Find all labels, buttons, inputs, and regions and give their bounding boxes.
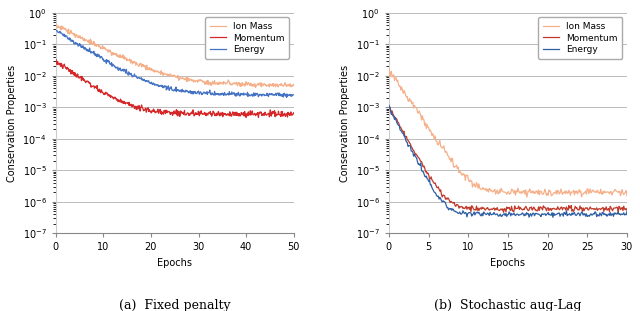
Momentum [290, 111, 298, 115]
Ion Mass [527, 191, 534, 194]
Legend: Ion Mass, Momentum, Energy: Ion Mass, Momentum, Energy [205, 17, 289, 59]
Ion Mass [166, 72, 174, 76]
Energy [181, 90, 189, 94]
Energy [194, 90, 202, 94]
Momentum [166, 113, 174, 116]
Energy [549, 216, 557, 219]
Momentum [602, 207, 609, 211]
Line: Ion Mass: Ion Mass [389, 69, 627, 197]
Momentum [527, 205, 535, 209]
Energy [531, 214, 538, 218]
Ion Mass [386, 74, 394, 78]
Energy [586, 212, 594, 216]
Momentum [614, 211, 622, 215]
Ion Mass [290, 82, 298, 86]
Ion Mass [602, 191, 609, 194]
Line: Energy: Energy [389, 105, 627, 217]
Momentum [386, 105, 394, 109]
Line: Ion Mass: Ion Mass [56, 24, 294, 87]
X-axis label: Epochs: Epochs [157, 258, 192, 268]
Energy [623, 209, 631, 213]
Ion Mass [523, 195, 531, 199]
Momentum [193, 112, 201, 116]
Ion Mass [532, 191, 540, 195]
Momentum [387, 108, 394, 111]
Line: Energy: Energy [56, 30, 294, 97]
Momentum [285, 113, 292, 116]
Energy [248, 93, 255, 97]
Line: Momentum: Momentum [56, 59, 294, 118]
Ion Mass [52, 22, 60, 26]
Energy [385, 103, 393, 107]
Momentum [527, 206, 534, 210]
Momentum [248, 112, 255, 116]
Ion Mass [586, 187, 594, 191]
Text: (b)  Stochastic aug-Lag: (b) Stochastic aug-Lag [434, 299, 582, 311]
Ion Mass [180, 77, 188, 81]
Ion Mass [285, 83, 292, 87]
Momentum [180, 109, 188, 112]
Energy [283, 95, 291, 99]
Energy [52, 29, 60, 33]
Ion Mass [193, 79, 201, 83]
Momentum [532, 208, 540, 212]
Energy [602, 213, 609, 217]
Energy [386, 105, 394, 109]
Momentum [623, 207, 631, 210]
Energy [285, 93, 292, 97]
Energy [526, 213, 534, 216]
Momentum [52, 58, 60, 61]
Energy [53, 29, 61, 32]
Ion Mass [385, 67, 393, 71]
Energy [290, 93, 298, 97]
Text: (a)  Fixed penalty: (a) Fixed penalty [119, 299, 230, 311]
Energy [527, 212, 534, 216]
Momentum [165, 110, 173, 114]
Ion Mass [527, 191, 535, 194]
Momentum [242, 116, 250, 119]
Y-axis label: Conservation Properties: Conservation Properties [340, 64, 350, 182]
Ion Mass [165, 74, 173, 77]
Y-axis label: Conservation Properties: Conservation Properties [7, 64, 17, 182]
Ion Mass [247, 81, 255, 85]
X-axis label: Epochs: Epochs [490, 258, 525, 268]
Ion Mass [252, 86, 259, 89]
Energy [167, 85, 175, 89]
Momentum [586, 205, 594, 209]
Ion Mass [623, 194, 631, 197]
Line: Momentum: Momentum [389, 107, 627, 213]
Legend: Ion Mass, Momentum, Energy: Ion Mass, Momentum, Energy [538, 17, 623, 59]
Momentum [385, 106, 393, 109]
Energy [165, 88, 173, 92]
